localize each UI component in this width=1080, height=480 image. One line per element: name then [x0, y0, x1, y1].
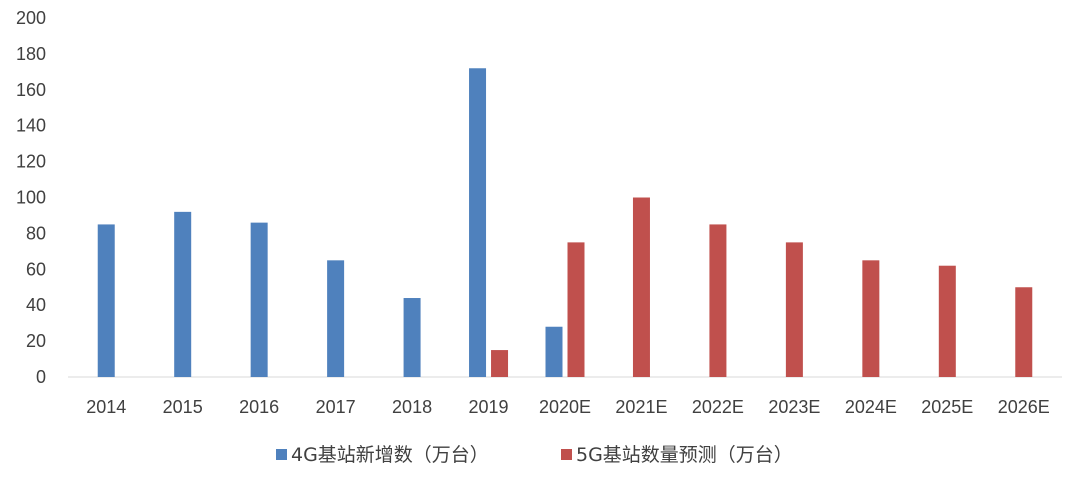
bar-4g-2014 — [97, 224, 115, 377]
y-axis: 0 20 40 60 80 100 120 140 160 180 200 — [16, 8, 46, 387]
y-tick-label: 80 — [26, 223, 46, 243]
y-tick-label: 180 — [16, 44, 46, 64]
bar-5g-2021E — [632, 197, 650, 377]
x-tick-label: 2022E — [692, 397, 744, 417]
bar-4g-2017 — [327, 260, 345, 377]
bar-5g-2025E — [938, 265, 956, 377]
legend-swatch — [276, 449, 287, 460]
bar-5g-2023E — [785, 242, 803, 377]
x-tick-label: 2015 — [163, 397, 203, 417]
y-tick-label: 200 — [16, 8, 46, 28]
legend-label: 4G基站新增数（万台） — [291, 444, 489, 466]
bar-4g-2018 — [403, 298, 421, 377]
bar-4g-2019 — [469, 68, 487, 377]
legend-item-5g: 5G基站数量预测（万台） — [561, 444, 793, 466]
x-tick-label: 2026E — [998, 397, 1050, 417]
bar-4g-2020E — [545, 326, 563, 377]
x-tick-label: 2023E — [768, 397, 820, 417]
x-tick-label: 2019 — [469, 397, 509, 417]
y-tick-label: 0 — [36, 367, 46, 387]
y-tick-label: 40 — [26, 295, 46, 315]
x-tick-label: 2020E — [539, 397, 591, 417]
y-tick-label: 100 — [16, 188, 46, 208]
x-tick-label: 2014 — [86, 397, 126, 417]
x-tick-label: 2025E — [921, 397, 973, 417]
y-tick-label: 160 — [16, 80, 46, 100]
x-tick-label: 2021E — [615, 397, 667, 417]
y-tick-label: 60 — [26, 259, 46, 279]
legend: 4G基站新增数（万台） 5G基站数量预测（万台） — [276, 444, 793, 466]
x-tick-label: 2024E — [845, 397, 897, 417]
bar-4g-2016 — [250, 222, 268, 377]
bars — [97, 68, 1033, 377]
legend-label: 5G基站数量预测（万台） — [576, 444, 793, 466]
bar-5g-2022E — [709, 224, 727, 377]
legend-item-4g: 4G基站新增数（万台） — [276, 444, 489, 466]
bar-5g-2019 — [491, 350, 509, 377]
x-tick-label: 2018 — [392, 397, 432, 417]
bar-4g-2015 — [174, 211, 192, 377]
y-tick-label: 140 — [16, 116, 46, 136]
legend-swatch — [561, 449, 572, 460]
x-tick-label: 2017 — [316, 397, 356, 417]
x-tick-label: 2016 — [239, 397, 279, 417]
bar-5g-2024E — [862, 260, 880, 377]
y-tick-label: 120 — [16, 152, 46, 172]
bar-5g-2020E — [567, 242, 585, 377]
bar-5g-2026E — [1015, 287, 1033, 377]
y-tick-label: 20 — [26, 331, 46, 351]
x-axis: 2014 2015 2016 2017 2018 2019 2020E 2021E 2022E 2… — [86, 397, 1050, 417]
